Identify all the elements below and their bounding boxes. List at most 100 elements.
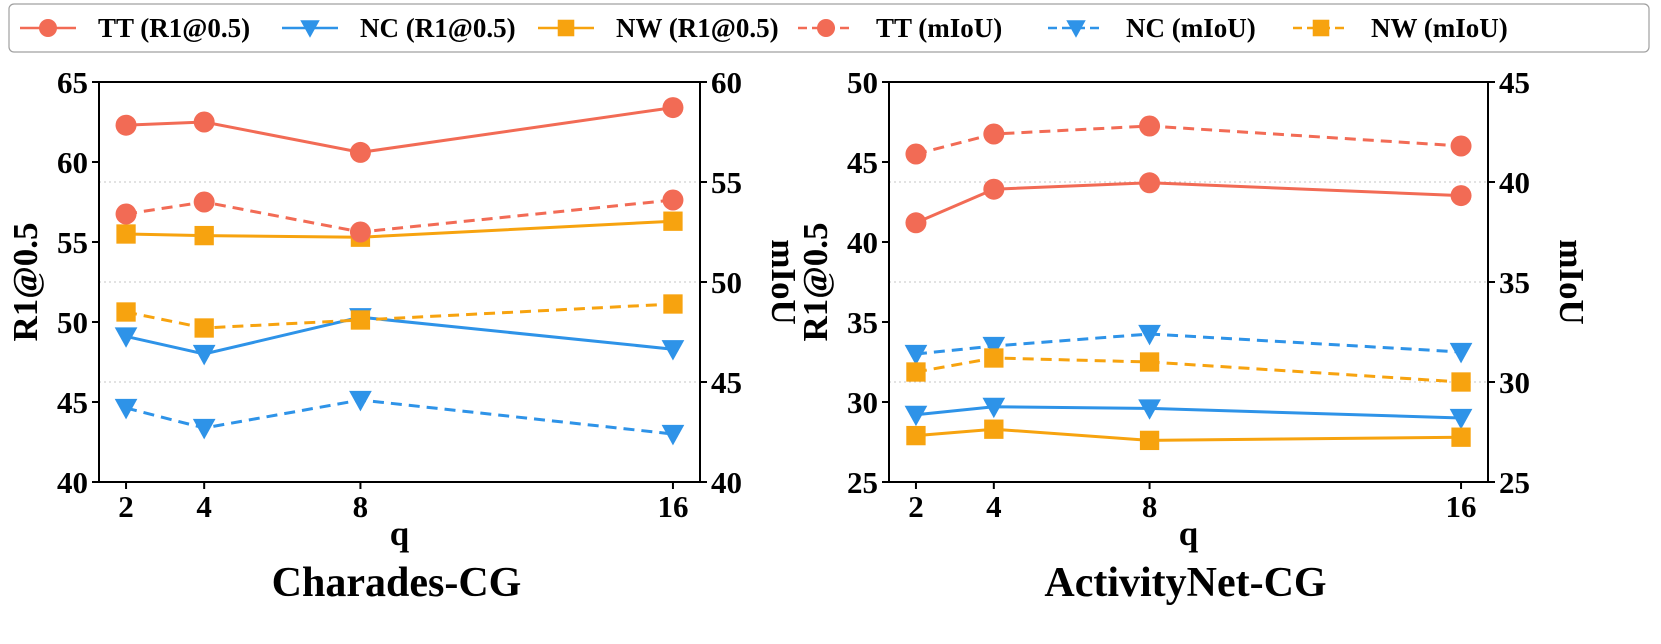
data-point-8 xyxy=(350,310,371,330)
series-line xyxy=(125,398,674,436)
data-point-4 xyxy=(982,336,1006,358)
y-tick-label: 35 xyxy=(847,305,878,340)
series-tt-r1-0-5 xyxy=(905,172,1472,234)
series-tt-r1-0-5 xyxy=(115,97,684,163)
panel-activitynet-cg: 2 4 8 16 q 25 30 35 40 45 50 R1@0.5 25 30 35 40 45 mIoU Ac… xyxy=(796,65,1591,606)
data-point-4 xyxy=(192,344,216,366)
data-point-2 xyxy=(905,143,927,165)
legend: TT (R1@0.5) NC (R1@0.5) NW (R1@0.5) TT (mIo… xyxy=(8,3,1650,53)
data-point-16 xyxy=(1450,135,1472,157)
y2-tick-label: 45 xyxy=(711,365,742,400)
y-tick-label: 25 xyxy=(847,465,878,500)
y-tick-label: 40 xyxy=(847,225,878,260)
legend-entry-nc-miou: NC (mIoU) xyxy=(1048,13,1256,43)
data-point-16 xyxy=(1449,408,1473,430)
legend-label: NC (mIoU) xyxy=(1126,13,1256,43)
y2-tick-label: 25 xyxy=(1499,465,1530,500)
y-axis-right: 40 45 50 55 60 mIoU xyxy=(700,65,803,500)
data-point-8 xyxy=(1139,115,1161,137)
series-line xyxy=(125,302,674,330)
series-line xyxy=(915,181,1462,225)
series-tt-miou xyxy=(115,189,684,243)
y2-tick-label: 60 xyxy=(711,65,742,100)
x-axis-label: q xyxy=(1179,514,1199,553)
x-tick-label: 2 xyxy=(908,489,924,524)
legend-marker xyxy=(1312,19,1330,37)
y2-tick-label: 55 xyxy=(711,165,742,200)
y-axis-label: R1@0.5 xyxy=(796,222,835,341)
x-tick-label: 8 xyxy=(353,489,369,524)
data-point-16 xyxy=(662,97,684,119)
series-line xyxy=(126,219,674,239)
y2-tick-label: 40 xyxy=(1499,165,1530,200)
data-point-2 xyxy=(904,405,928,427)
x-tick-label: 4 xyxy=(986,489,1002,524)
data-point-4 xyxy=(982,397,1006,419)
data-point-8 xyxy=(1139,430,1160,451)
y-tick-label: 55 xyxy=(57,225,88,260)
data-point-8 xyxy=(1138,324,1161,346)
y-tick-label: 65 xyxy=(57,65,88,100)
legend-marker xyxy=(557,19,575,37)
legend-entry-nc-r1-0-5: NC (R1@0.5) xyxy=(282,13,516,43)
data-point-8 xyxy=(1139,352,1160,372)
legend-marker xyxy=(1066,20,1086,38)
series-line xyxy=(125,315,674,356)
series-nc-r1-0-5 xyxy=(904,397,1473,430)
legend-entry-tt-r1-0-5: TT (R1@0.5) xyxy=(20,13,250,43)
series-group xyxy=(904,115,1473,451)
panel-title: Charades-CG xyxy=(272,560,522,606)
series-line xyxy=(125,106,674,154)
series-line xyxy=(125,198,674,234)
series-line xyxy=(915,405,1462,420)
x-axis: 2 4 8 16 q xyxy=(908,482,1477,553)
x-tick-label: 4 xyxy=(196,489,212,524)
legend-entry-nw-miou: NW (mIoU) xyxy=(1293,13,1508,43)
data-point-16 xyxy=(1451,427,1471,447)
series-tt-miou xyxy=(905,115,1472,165)
data-point-16 xyxy=(1449,342,1473,364)
series-group xyxy=(114,97,685,446)
data-point-8 xyxy=(349,141,371,163)
series-line xyxy=(915,124,1462,156)
series-nw-r1-0-5 xyxy=(906,419,1471,451)
legend-label: NC (R1@0.5) xyxy=(360,13,516,43)
data-point-8 xyxy=(349,221,371,243)
data-point-4 xyxy=(983,123,1005,145)
data-point-8 xyxy=(349,390,372,412)
data-point-2 xyxy=(905,212,927,234)
y-tick-label: 50 xyxy=(847,65,878,100)
data-point-4 xyxy=(194,318,214,338)
data-point-8 xyxy=(1139,172,1161,194)
series-nw-r1-0-5 xyxy=(116,211,683,247)
series-nw-miou xyxy=(116,294,683,338)
legend-marker xyxy=(817,19,835,37)
legend-label: TT (R1@0.5) xyxy=(98,13,250,43)
x-axis-label: q xyxy=(390,514,410,553)
grid xyxy=(889,181,1488,383)
series-line xyxy=(915,427,1462,442)
panel-title: ActivityNet-CG xyxy=(1044,560,1326,606)
data-point-4 xyxy=(193,111,215,133)
x-tick-label: 16 xyxy=(657,489,688,524)
series-nc-miou xyxy=(114,390,685,446)
grid xyxy=(99,181,700,383)
data-point-16 xyxy=(1451,372,1471,392)
data-point-16 xyxy=(662,189,684,211)
y2-tick-label: 50 xyxy=(711,265,742,300)
legend-label: NW (mIoU) xyxy=(1371,13,1508,43)
y-axis-left: 40 45 50 55 60 65 R1@0.5 xyxy=(6,65,99,500)
series-line xyxy=(915,332,1462,356)
legend-entry-tt-miou: TT (mIoU) xyxy=(798,13,1002,43)
data-point-2 xyxy=(115,203,137,225)
y2-axis-label: mIoU xyxy=(1552,239,1591,325)
data-point-2 xyxy=(904,344,928,366)
y2-tick-label: 35 xyxy=(1499,265,1530,300)
legend-marker xyxy=(39,19,57,37)
y-tick-label: 60 xyxy=(57,145,88,180)
data-point-2 xyxy=(116,302,136,322)
data-point-4 xyxy=(192,418,216,440)
data-point-16 xyxy=(1450,185,1472,207)
y-tick-label: 40 xyxy=(57,465,88,500)
